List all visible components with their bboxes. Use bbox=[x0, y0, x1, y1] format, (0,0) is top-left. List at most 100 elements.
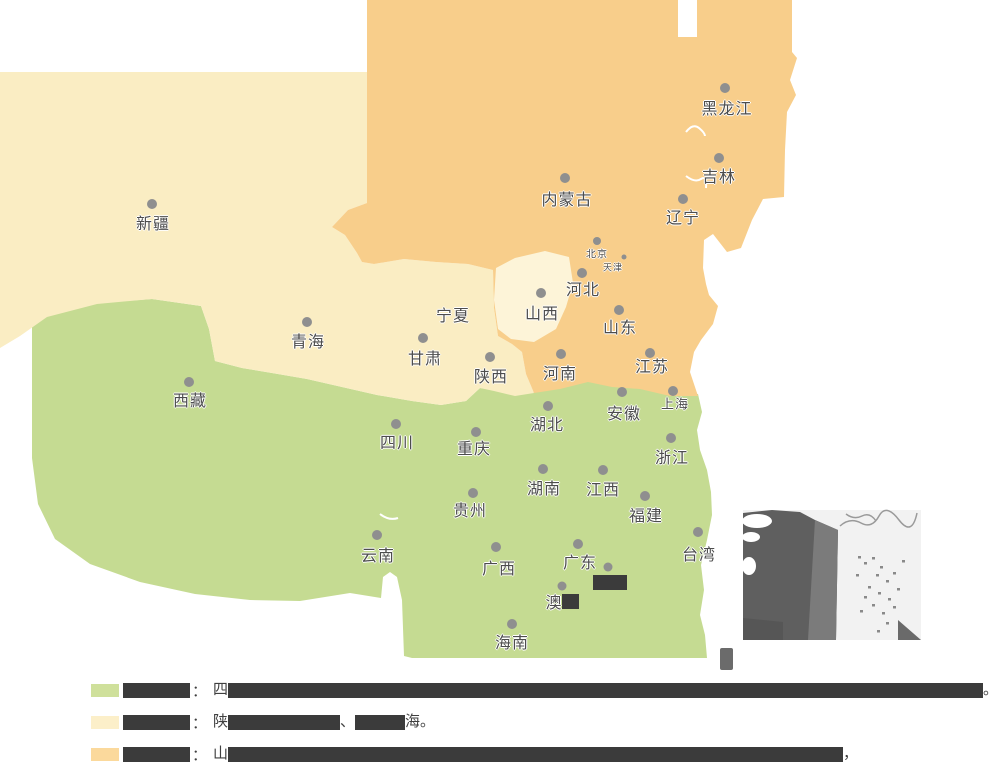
inset-shaded-column bbox=[808, 520, 838, 640]
province-label: 江苏 bbox=[634, 359, 670, 376]
inset-island-mark bbox=[856, 574, 859, 577]
province-dot[interactable] bbox=[485, 352, 495, 362]
region-light-patch[interactable] bbox=[494, 251, 573, 342]
province-label: 辽宁 bbox=[665, 210, 701, 227]
province-dot[interactable] bbox=[640, 491, 650, 501]
province-label: 四川 bbox=[379, 435, 415, 452]
province-dot[interactable] bbox=[666, 433, 676, 443]
province-label: 新疆 bbox=[135, 216, 171, 233]
province-label: 河北 bbox=[565, 282, 601, 299]
inset-island-mark bbox=[880, 566, 883, 569]
region-north-orange[interactable] bbox=[332, 0, 797, 396]
province-dot[interactable] bbox=[184, 377, 194, 387]
province-dot[interactable] bbox=[391, 419, 401, 429]
province-label: 浙江 bbox=[654, 450, 690, 467]
province-label: 黑龙江 bbox=[701, 101, 753, 118]
province-label: 湖南 bbox=[526, 481, 562, 498]
legend-text-fragment: 陕 bbox=[213, 713, 229, 730]
province-dot[interactable] bbox=[507, 619, 517, 629]
inset-coastline-top bbox=[839, 509, 918, 528]
province-dot[interactable] bbox=[491, 542, 501, 552]
legend-swatch bbox=[91, 683, 119, 697]
legend-text-redacted bbox=[228, 682, 984, 698]
hong-kong-label-redacted bbox=[593, 575, 627, 590]
inset-cloud-1 bbox=[742, 514, 772, 528]
macau-label-prefix: 澳 bbox=[545, 595, 563, 612]
legend-text-redacted bbox=[228, 714, 341, 730]
legend-swatch bbox=[91, 715, 119, 729]
province-label: 湖北 bbox=[529, 417, 565, 434]
province-label: 陕西 bbox=[473, 369, 509, 386]
province-dot[interactable] bbox=[543, 401, 553, 411]
province-dot[interactable] bbox=[560, 173, 570, 183]
province-dot[interactable] bbox=[538, 464, 548, 474]
legend-row: ： 陕 、 海。 bbox=[91, 713, 436, 732]
inset-cloud-2 bbox=[742, 532, 760, 542]
legend-colon: ： bbox=[192, 682, 208, 700]
province-dot[interactable] bbox=[693, 527, 703, 537]
legend-name-redacted bbox=[123, 714, 190, 730]
province-dot[interactable] bbox=[621, 254, 627, 260]
province-label: 海南 bbox=[494, 635, 530, 652]
inset-bottom-right-shade bbox=[898, 620, 921, 640]
province-dot[interactable] bbox=[471, 427, 481, 437]
province-label: 北京 bbox=[586, 249, 608, 261]
inset-island-mark bbox=[886, 622, 889, 625]
province-label: 河南 bbox=[542, 366, 578, 383]
province-dot[interactable] bbox=[372, 530, 382, 540]
inset-bottom-left-shade bbox=[743, 618, 783, 640]
province-dot[interactable] bbox=[556, 349, 566, 359]
region-west-cream[interactable] bbox=[0, 72, 534, 405]
macau-label-redacted bbox=[562, 594, 579, 609]
province-dot[interactable] bbox=[645, 348, 655, 358]
province-dot[interactable] bbox=[577, 268, 587, 278]
legend-text-fragment: 山 bbox=[213, 745, 229, 762]
inset-island-mark bbox=[872, 604, 875, 607]
province-dot[interactable] bbox=[617, 387, 627, 397]
macau-dot[interactable] bbox=[557, 581, 567, 591]
province-label: 福建 bbox=[628, 508, 664, 525]
province-dot[interactable] bbox=[678, 194, 688, 204]
region-south-green[interactable] bbox=[32, 299, 712, 658]
province-label: 台湾 bbox=[681, 547, 717, 564]
province-label: 贵州 bbox=[452, 503, 488, 520]
province-label: 甘肃 bbox=[407, 351, 443, 368]
inset-island-mark bbox=[868, 586, 871, 589]
province-dot[interactable] bbox=[668, 386, 678, 396]
province-label: 天津 bbox=[602, 262, 624, 273]
legend-colon: ： bbox=[192, 714, 208, 732]
legend-swatch bbox=[91, 747, 119, 761]
legend-name-redacted bbox=[123, 746, 190, 762]
hong-kong-dot[interactable] bbox=[603, 562, 613, 572]
province-dot[interactable] bbox=[573, 539, 583, 549]
province-label: 广东 bbox=[562, 555, 598, 572]
inset-island-mark bbox=[878, 592, 881, 595]
province-dot[interactable] bbox=[720, 83, 730, 93]
legend-row: ： 四 。 bbox=[91, 682, 998, 700]
province-dot[interactable] bbox=[614, 305, 624, 315]
legend-name-redacted bbox=[123, 682, 190, 698]
south-china-sea-inset bbox=[742, 509, 921, 640]
province-label: 山西 bbox=[524, 306, 560, 323]
province-label: 安徽 bbox=[606, 406, 642, 423]
province-dot[interactable] bbox=[598, 465, 608, 475]
inset-cloud-3 bbox=[742, 557, 756, 575]
inset-islands bbox=[856, 556, 905, 633]
legend-text-fragment: 海。 bbox=[405, 713, 436, 730]
province-dot[interactable] bbox=[418, 333, 428, 343]
province-dot[interactable] bbox=[302, 317, 312, 327]
province-dot[interactable] bbox=[468, 488, 478, 498]
legend-text-redacted bbox=[228, 746, 844, 762]
province-dot[interactable] bbox=[536, 288, 546, 298]
province-dot[interactable] bbox=[147, 199, 157, 209]
inset-island-mark bbox=[893, 606, 896, 609]
province-label: 云南 bbox=[360, 548, 396, 565]
inset-island-mark bbox=[902, 560, 905, 563]
province-dot[interactable] bbox=[593, 237, 601, 245]
inset-island-mark bbox=[864, 596, 867, 599]
inset-island-mark bbox=[864, 562, 867, 565]
province-dot[interactable] bbox=[714, 153, 724, 163]
province-label: 吉林 bbox=[701, 169, 737, 186]
